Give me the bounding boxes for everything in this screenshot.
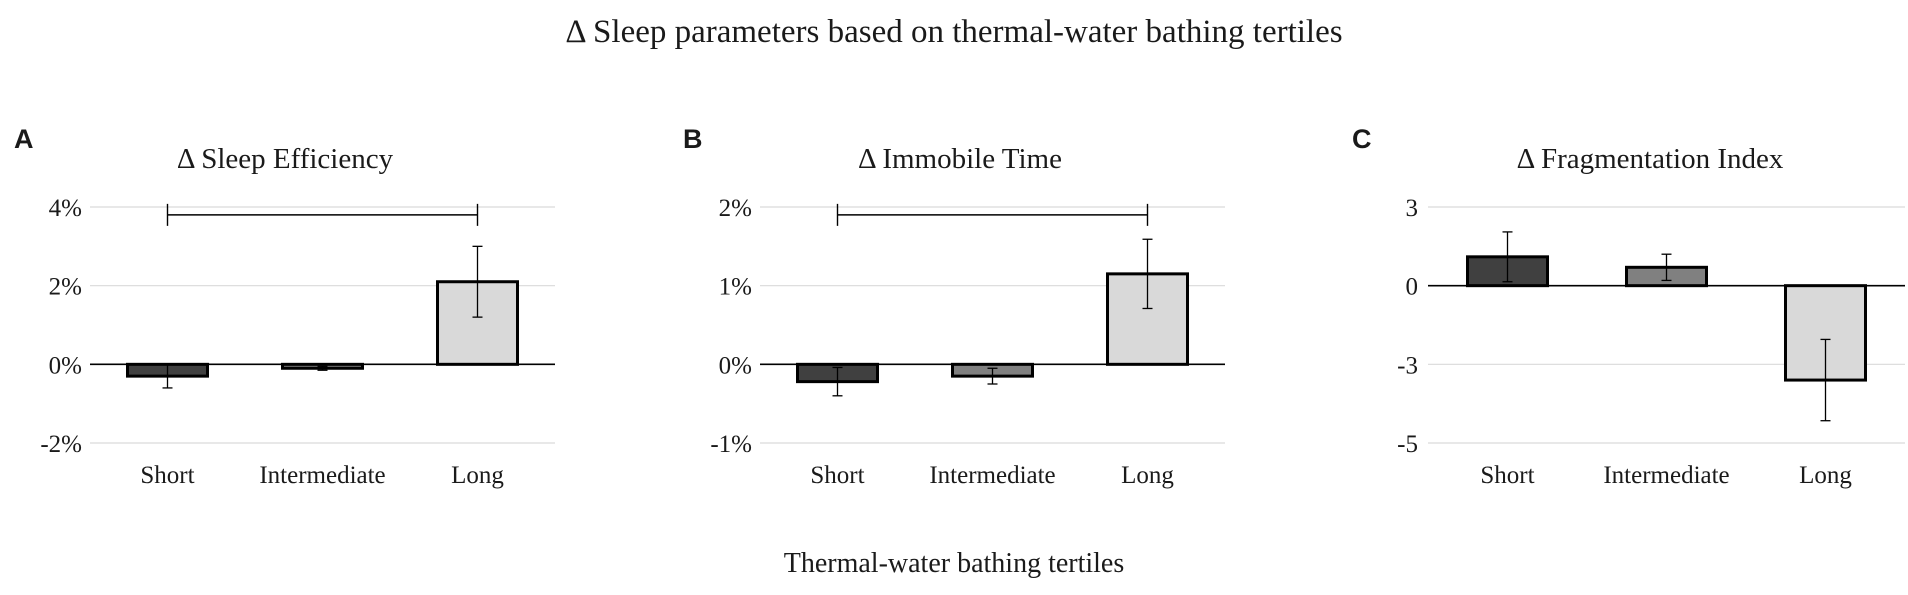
panel-a-xtick-label: Long bbox=[451, 462, 504, 489]
panel-a-ytick-label: -2% bbox=[40, 431, 82, 458]
panel-b-xtick-label: Long bbox=[1121, 462, 1174, 489]
panel-b-ytick-label: -1% bbox=[710, 431, 752, 458]
panel-c-ytick-label: -5 bbox=[1397, 431, 1418, 458]
panel-c-ytick-label: 0 bbox=[1406, 274, 1419, 301]
panel-a-letter: A bbox=[14, 124, 34, 154]
panel-a-ytick-label: 0% bbox=[49, 352, 82, 379]
panel-c-xtick-label: Long bbox=[1799, 462, 1852, 489]
panel-b-letter: B bbox=[683, 124, 703, 154]
panel-c-xtick-label: Intermediate bbox=[1603, 462, 1729, 489]
panel-c-ytick-label: -3 bbox=[1397, 352, 1418, 379]
panel-a-title: Δ Sleep Efficiency bbox=[177, 143, 394, 175]
panel-c-ytick-label: 3 bbox=[1406, 195, 1419, 222]
panel-a-xtick-label: Intermediate bbox=[259, 462, 385, 489]
panel-c-xtick-label: Short bbox=[1480, 462, 1534, 489]
panel-b-ytick-label: 0% bbox=[719, 352, 752, 379]
panel-a-ytick-label: 4% bbox=[49, 195, 82, 222]
panel-b-xtick-label: Intermediate bbox=[929, 462, 1055, 489]
panel-a-xtick-label: Short bbox=[140, 462, 194, 489]
panel-b-xtick-label: Short bbox=[810, 462, 864, 489]
panel-c-letter: C bbox=[1352, 124, 1372, 154]
panel-c-title: Δ Fragmentation Index bbox=[1517, 143, 1784, 175]
panel-b-ytick-label: 1% bbox=[719, 274, 752, 301]
x-axis-caption: Thermal-water bathing tertiles bbox=[783, 548, 1125, 579]
figure-title: Δ Sleep parameters based on thermal-wate… bbox=[565, 14, 1343, 50]
panel-b-ytick-label: 2% bbox=[719, 195, 752, 222]
panel-a-ytick-label: 2% bbox=[49, 274, 82, 301]
panel-b-title: Δ Immobile Time bbox=[858, 143, 1062, 175]
